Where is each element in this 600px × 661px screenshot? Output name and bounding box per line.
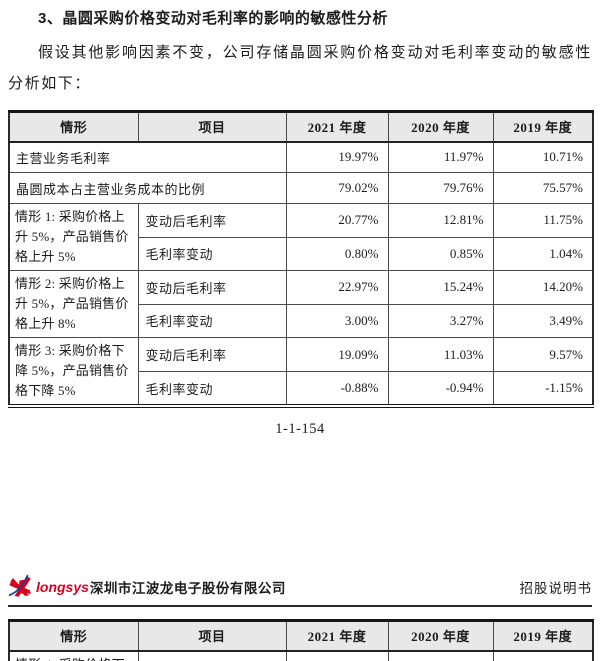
value-2019: 6.62% bbox=[492, 650, 594, 661]
table-row: 情形 1: 采购价格上升 5%，产品销售价格上升 5% 变动后毛利率 20.77… bbox=[8, 203, 594, 271]
value-2020: 11.97% bbox=[387, 141, 494, 173]
section-title: 3、晶圆采购价格变动对毛利率的影响的敏感性分析 bbox=[38, 10, 388, 27]
value-2021: 0.80% bbox=[285, 236, 389, 271]
value-2020: 79.76% bbox=[387, 172, 494, 204]
value-2021: 19.97% bbox=[285, 141, 389, 173]
table-row: 晶圆成本占主营业务成本的比例 79.02% 79.76% 75.57% bbox=[8, 172, 594, 204]
value-2019: 75.57% bbox=[492, 172, 594, 204]
table-row: 毛利率变动 0.80% 0.85% 1.04% bbox=[9, 236, 594, 271]
item-label: 变动后毛利率 bbox=[137, 336, 287, 373]
row-label: 晶圆成本占主营业务成本的比例 bbox=[8, 172, 287, 204]
value-2021: 20.77% bbox=[285, 203, 389, 238]
value-2019: 3.49% bbox=[492, 303, 594, 338]
row-label: 主营业务毛利率 bbox=[8, 141, 287, 173]
value-2021: 16.45% bbox=[285, 650, 389, 661]
table-row: 毛利率变动 -0.88% -0.94% -1.15% bbox=[9, 371, 594, 407]
header-2020: 2020 年度 bbox=[387, 620, 494, 652]
value-2019: 1.04% bbox=[492, 236, 594, 271]
value-2021: 3.00% bbox=[285, 303, 389, 338]
value-2020: 15.24% bbox=[387, 270, 494, 305]
value-2019: 9.57% bbox=[492, 336, 594, 373]
value-2019: 10.71% bbox=[492, 141, 594, 173]
value-2021: 79.02% bbox=[285, 172, 389, 204]
scenario-2-label: 情形 2: 采购价格上升 5%，产品销售价格上升 8% bbox=[8, 270, 139, 338]
sensitivity-table-part1: 情形 项目 2021 年度 2020 年度 2019 年度 主营业务毛利率 19… bbox=[8, 110, 594, 408]
header-2019: 2019 年度 bbox=[492, 620, 594, 652]
table-row: 情形 2: 采购价格上升 5%，产品销售价格上升 8% 变动后毛利率 22.97… bbox=[8, 270, 594, 338]
logo-text: longsys bbox=[36, 579, 89, 595]
value-2021: 19.09% bbox=[285, 336, 389, 373]
value-2020: 3.27% bbox=[387, 303, 494, 338]
scenario-1-label: 情形 1: 采购价格上升 5%，产品销售价格上升 5% bbox=[8, 203, 139, 271]
value-2020: 12.81% bbox=[387, 203, 494, 238]
value-2021: 22.97% bbox=[285, 270, 389, 305]
header-2021: 2021 年度 bbox=[285, 620, 389, 652]
item-label: 变动后毛利率 bbox=[137, 650, 287, 661]
page-number: 1-1-154 bbox=[275, 421, 325, 437]
header-2019: 2019 年度 bbox=[492, 111, 594, 143]
header-2021: 2021 年度 bbox=[285, 111, 389, 143]
header-item: 项目 bbox=[137, 111, 287, 143]
item-label: 变动后毛利率 bbox=[137, 270, 287, 305]
scenario-4-label: 情形 4: 采购价格下降 5%，产品销售价格下降 8% bbox=[8, 650, 139, 661]
value-2019: 14.20% bbox=[492, 270, 594, 305]
item-label: 毛利率变动 bbox=[137, 371, 287, 407]
document-header: longsys 深圳市江波龙电子股份有限公司 招股说明书 bbox=[8, 574, 592, 607]
value-2020: -0.94% bbox=[387, 371, 494, 407]
table-row: 主营业务毛利率 19.97% 11.97% 10.71% bbox=[8, 141, 594, 173]
table-row: 毛利率变动 3.00% 3.27% 3.49% bbox=[9, 303, 594, 338]
table-row: 情形 3: 采购价格下降 5%，产品销售价格下降 5% 变动后毛利率 19.09… bbox=[8, 336, 594, 407]
value-2020: 8.13% bbox=[387, 650, 494, 661]
brand: longsys 深圳市江波龙电子股份有限公司 bbox=[8, 574, 286, 600]
value-2019: -1.15% bbox=[492, 371, 594, 407]
table-row: 情形 4: 采购价格下降 5%，产品销售价格下降 8% 变动后毛利率 16.45… bbox=[8, 650, 594, 661]
value-2021: -0.88% bbox=[285, 371, 389, 407]
item-label: 毛利率变动 bbox=[137, 303, 287, 338]
item-label: 毛利率变动 bbox=[137, 236, 287, 271]
table-header-row: 情形 项目 2021 年度 2020 年度 2019 年度 bbox=[8, 620, 594, 652]
table-header-row: 情形 项目 2021 年度 2020 年度 2019 年度 bbox=[8, 111, 594, 143]
scenario-3-label: 情形 3: 采购价格下降 5%，产品销售价格下降 5% bbox=[8, 337, 139, 407]
company-name: 深圳市江波龙电子股份有限公司 bbox=[89, 581, 286, 596]
item-label: 变动后毛利率 bbox=[137, 203, 287, 238]
header-2020: 2020 年度 bbox=[387, 111, 494, 143]
header-item: 项目 bbox=[137, 620, 287, 652]
intro-paragraph: 假设其他影响因素不变，公司存储晶圆采购价格变动对毛利率变动的敏感性分析如下： bbox=[8, 45, 592, 92]
header-scenario: 情形 bbox=[8, 111, 139, 143]
value-2020: 11.03% bbox=[387, 336, 494, 373]
header-scenario: 情形 bbox=[8, 620, 139, 652]
value-2019: 11.75% bbox=[492, 203, 594, 238]
doc-type-label: 招股说明书 bbox=[519, 581, 592, 596]
longsys-logo-icon bbox=[8, 574, 31, 597]
value-2020: 0.85% bbox=[387, 236, 494, 271]
sensitivity-table-part2: 情形 项目 2021 年度 2020 年度 2019 年度 情形 4: 采购价格… bbox=[8, 619, 594, 661]
